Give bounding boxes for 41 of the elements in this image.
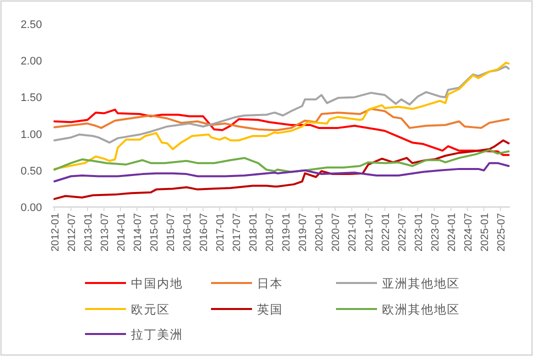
x-tick-label: 2025-01 — [478, 212, 491, 252]
x-tick-label: 2018-01 — [248, 212, 260, 252]
y-tick-label: 0.50 — [20, 165, 42, 178]
x-tick-label: 2024-01 — [446, 212, 458, 252]
y-tick-label: 0.00 — [20, 202, 42, 214]
x-tick-label: 2017-01 — [214, 212, 227, 252]
x-tick-label: 2015-07 — [165, 212, 178, 252]
x-tick-label: 2014-07 — [132, 212, 144, 252]
x-tick-label: 2012-01 — [49, 212, 62, 252]
legend-label: 英国 — [257, 302, 283, 316]
x-tick-label: 2017-07 — [231, 212, 244, 252]
y-tick-label: 2.00 — [20, 56, 42, 68]
x-tick-label: 2015-01 — [148, 212, 161, 252]
x-tick-label: 2019-01 — [280, 212, 293, 252]
x-tick-label: 2020-07 — [330, 212, 342, 252]
x-tick-label: 2012-07 — [66, 212, 78, 252]
legend-label: 中国内地 — [131, 276, 183, 290]
legend-label: 拉丁美洲 — [131, 328, 183, 342]
legend-label: 欧洲其他地区 — [382, 302, 460, 316]
legend-label: 日本 — [257, 276, 283, 290]
x-tick-label: 2014-01 — [115, 212, 128, 252]
x-tick-label: 2016-07 — [198, 212, 210, 252]
legend-label: 亚洲其他地区 — [382, 276, 460, 290]
x-tick-label: 2022-01 — [380, 212, 392, 252]
x-tick-label: 2022-07 — [396, 212, 408, 252]
x-tick-label: 2020-01 — [314, 212, 326, 252]
legend-label: 欧元区 — [131, 302, 170, 316]
x-tick-label: 2023-01 — [412, 212, 425, 252]
x-tick-label: 2023-07 — [429, 212, 442, 252]
x-tick-label: 2019-07 — [297, 212, 310, 252]
x-tick-label: 2025-07 — [495, 212, 508, 252]
x-tick-label: 2024-07 — [462, 212, 474, 252]
y-tick-label: 2.50 — [20, 19, 42, 31]
x-tick-label: 2018-07 — [264, 212, 276, 252]
x-tick-label: 2021-07 — [363, 212, 376, 252]
y-tick-label: 1.00 — [20, 128, 42, 141]
x-tick-label: 2013-01 — [82, 212, 94, 252]
x-tick-label: 2021-01 — [346, 212, 359, 252]
x-tick-label: 2016-01 — [182, 212, 194, 252]
x-tick-label: 2013-07 — [98, 212, 111, 252]
y-tick-label: 1.50 — [20, 92, 42, 104]
